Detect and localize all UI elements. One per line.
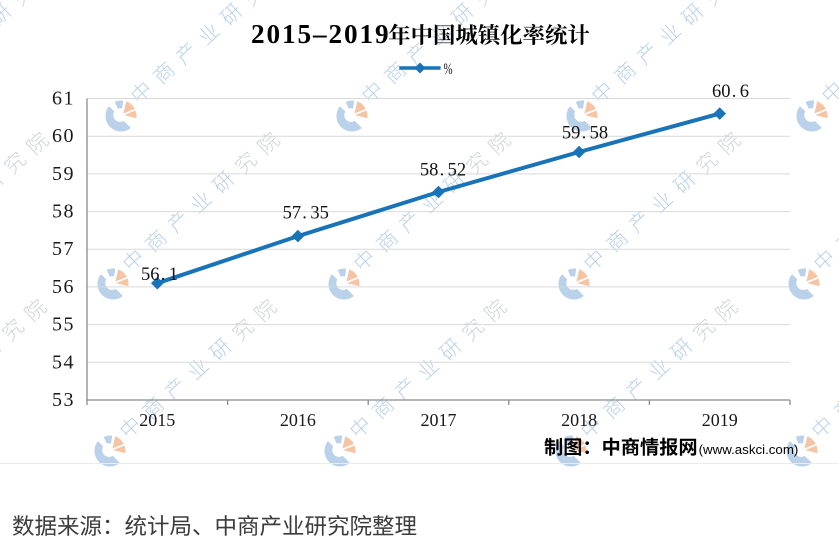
svg-text:57: 57 [52, 238, 75, 260]
svg-text:53: 53 [52, 389, 75, 411]
svg-text:2019: 2019 [702, 410, 738, 430]
svg-text:58: 58 [52, 201, 75, 223]
svg-text:2015–2019: 2015–2019 [251, 19, 390, 49]
svg-text:57.35: 57. 35 [283, 204, 329, 224]
svg-text:56: 56 [52, 276, 75, 298]
svg-text:56.1: 56. 1 [141, 265, 178, 285]
svg-text:54: 54 [52, 351, 75, 373]
svg-text:(www.askci.com): (www.askci.com) [699, 442, 799, 457]
svg-text:2015: 2015 [139, 410, 175, 430]
svg-text:61: 61 [52, 88, 75, 110]
svg-text:2018: 2018 [561, 410, 597, 430]
svg-text:60: 60 [52, 125, 75, 147]
svg-text:%: % [444, 60, 453, 78]
svg-text:60.6: 60. 6 [712, 82, 749, 102]
svg-text:55: 55 [52, 314, 75, 336]
svg-text:2016: 2016 [280, 410, 316, 430]
svg-text:59.58: 59. 58 [562, 124, 608, 144]
svg-text:58.52: 58. 52 [420, 161, 466, 181]
svg-text:2017: 2017 [421, 410, 457, 430]
svg-text:59: 59 [52, 163, 75, 185]
